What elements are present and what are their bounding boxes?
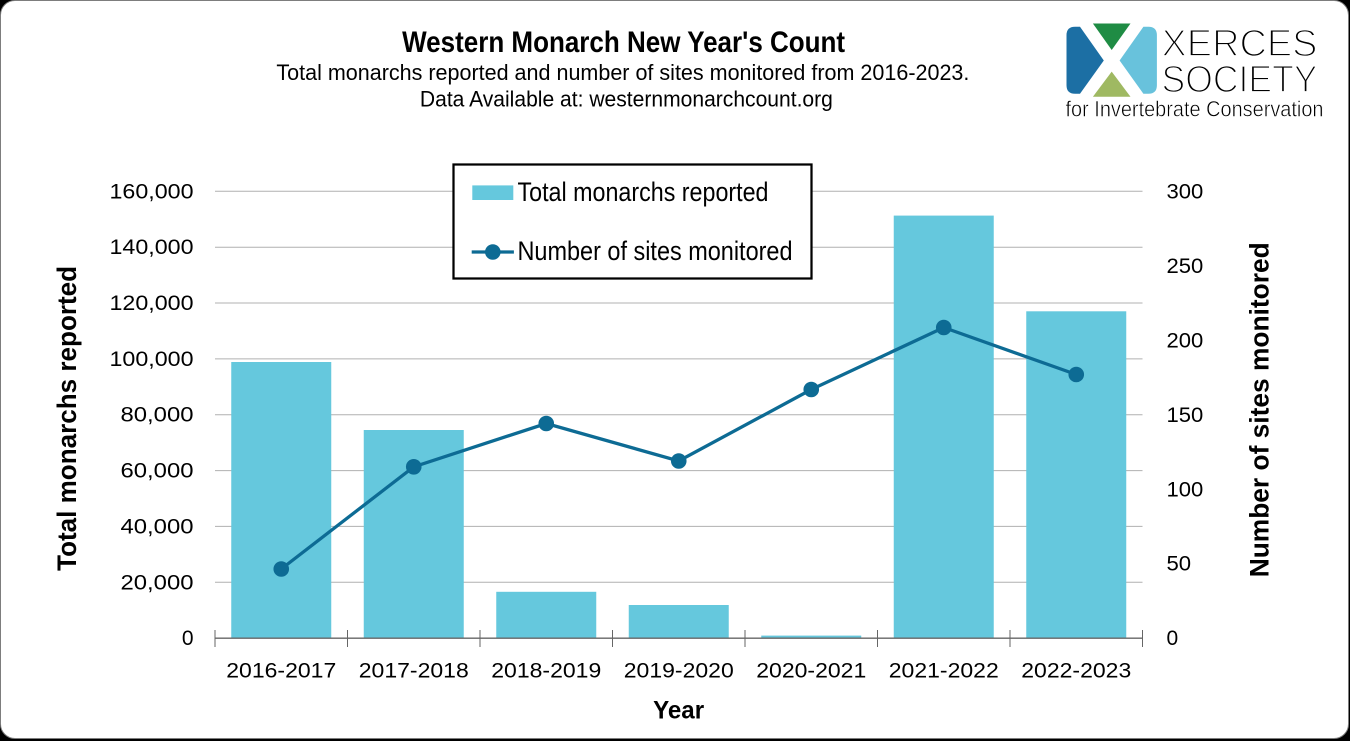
svg-text:60,000: 60,000 — [121, 460, 194, 483]
svg-text:Total monarchs reported: Total monarchs reported — [518, 177, 769, 207]
svg-text:250: 250 — [1167, 255, 1204, 278]
svg-text:2017-2018: 2017-2018 — [359, 660, 469, 683]
svg-text:20,000: 20,000 — [121, 571, 194, 594]
svg-text:Total monarchs reported: Total monarchs reported — [52, 266, 82, 571]
svg-text:200: 200 — [1167, 329, 1204, 352]
svg-text:140,000: 140,000 — [110, 236, 194, 259]
svg-text:100,000: 100,000 — [110, 348, 194, 371]
svg-text:Number of sites monitored: Number of sites monitored — [518, 236, 793, 266]
svg-text:Year: Year — [653, 697, 704, 725]
svg-text:XERCES: XERCES — [1162, 23, 1318, 65]
svg-text:Data Available at: westernmona: Data Available at: westernmonarchcount.o… — [420, 87, 833, 112]
svg-text:300: 300 — [1167, 181, 1204, 204]
svg-text:SOCIETY: SOCIETY — [1162, 59, 1318, 101]
svg-text:100: 100 — [1167, 478, 1204, 501]
svg-text:2016-2017: 2016-2017 — [226, 660, 336, 683]
svg-text:0: 0 — [1167, 627, 1179, 650]
svg-text:120,000: 120,000 — [110, 292, 194, 315]
svg-text:Total monarchs reported and nu: Total monarchs reported and number of si… — [276, 60, 969, 85]
svg-text:for Invertebrate Conservation: for Invertebrate Conservation — [1066, 96, 1324, 121]
svg-text:Number of sites monitored: Number of sites monitored — [1245, 242, 1275, 577]
svg-text:2021-2022: 2021-2022 — [889, 660, 999, 683]
svg-text:50: 50 — [1167, 553, 1192, 576]
svg-text:2019-2020: 2019-2020 — [624, 660, 734, 683]
svg-text:2022-2023: 2022-2023 — [1021, 660, 1131, 683]
svg-text:2018-2019: 2018-2019 — [491, 660, 601, 683]
svg-text:0: 0 — [182, 627, 194, 650]
svg-text:160,000: 160,000 — [110, 180, 194, 203]
svg-text:2020-2021: 2020-2021 — [756, 660, 866, 683]
svg-text:80,000: 80,000 — [121, 404, 194, 427]
svg-text:Western Monarch New Year's Cou: Western Monarch New Year's Count — [402, 26, 845, 59]
svg-text:40,000: 40,000 — [121, 515, 194, 538]
svg-text:150: 150 — [1167, 404, 1204, 427]
